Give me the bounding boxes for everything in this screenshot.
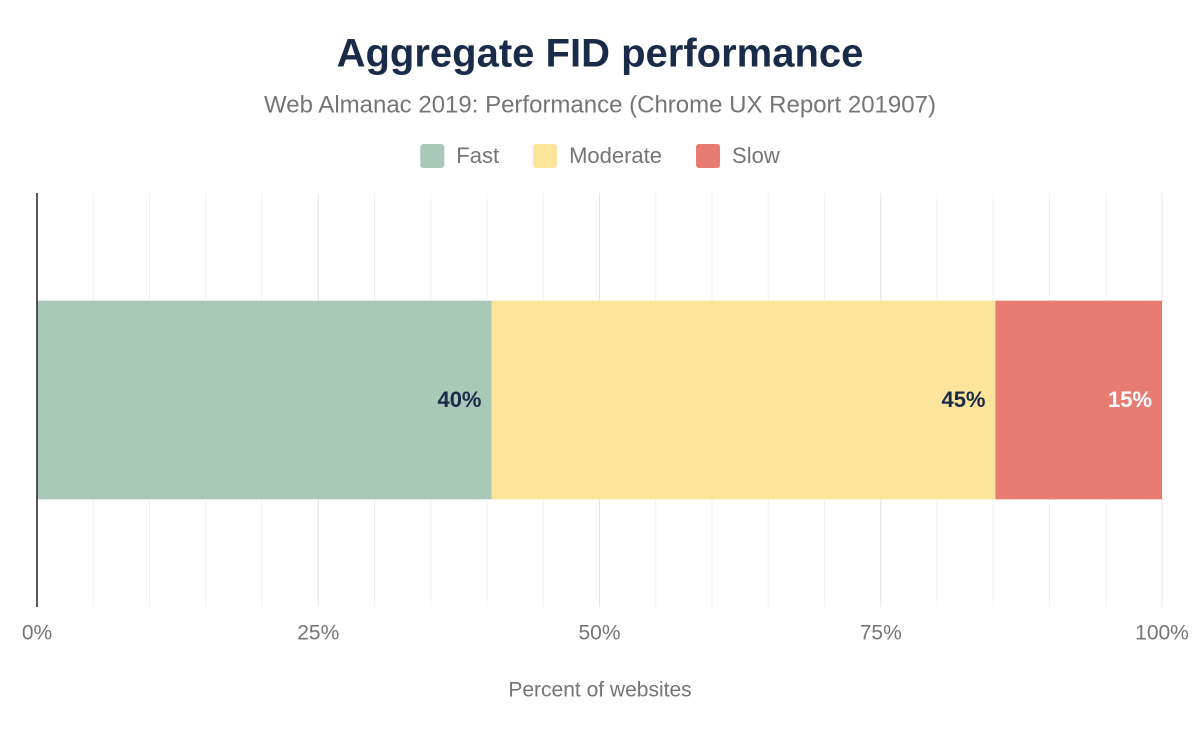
x-tick-label: 0% [22,622,52,645]
data-label: 45% [941,387,985,412]
legend-label: Fast [456,143,499,168]
x-tick-label: 75% [860,622,902,645]
chart-title: Aggregate FID performance [337,32,864,76]
legend-swatch [533,144,558,168]
bar-segment [995,300,1162,500]
legend: Fast Moderate Slow [420,143,780,168]
x-tick-label: 100% [1135,622,1189,645]
data-label: 15% [1108,387,1152,412]
x-axis-label: Percent of websites [508,679,691,702]
x-tick-label: 25% [297,622,339,645]
chart-subtitle: Web Almanac 2019: Performance (Chrome UX… [264,91,936,118]
bar-segment [37,300,492,500]
x-tick-label: 50% [578,622,620,645]
legend-label: Slow [732,143,780,168]
legend-swatch [696,144,721,168]
data-label: 40% [437,387,481,412]
bar-segment [491,300,996,500]
legend-label: Moderate [569,143,662,168]
legend-swatch [420,144,445,168]
